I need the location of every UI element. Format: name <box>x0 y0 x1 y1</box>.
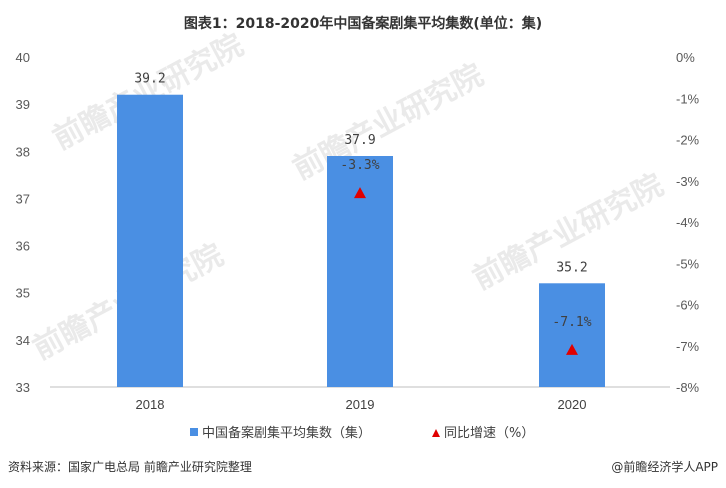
y-right-tick: -1% <box>676 91 700 106</box>
legend-growth-label: 同比增速（%） <box>444 426 534 441</box>
bar-value-label: 37.9 <box>344 133 375 148</box>
x-tick-label: 2018 <box>136 397 165 412</box>
y-right-axis: 0% -1% -2% -3% -4% -5% -6% -7% -8% <box>676 50 700 395</box>
growth-value-label: -3.3% <box>340 158 379 173</box>
legend: 中国备案剧集平均集数（集） 同比增速（%） <box>190 425 534 441</box>
x-tick-label: 2020 <box>558 397 587 412</box>
y-left-tick: 36 <box>16 239 30 254</box>
bar-value-label: 35.2 <box>556 260 587 275</box>
bar-series: 39.2 37.9 35.2 <box>117 72 605 387</box>
y-right-tick: -8% <box>676 380 700 395</box>
y-left-axis: 40 39 38 37 36 35 34 33 <box>16 50 30 395</box>
legend-bar-label: 中国备案剧集平均集数（集） <box>202 425 371 441</box>
y-left-tick: 38 <box>16 144 30 159</box>
y-left-tick: 37 <box>16 191 30 206</box>
brand-credit: @前瞻经济学人APP <box>611 459 718 474</box>
y-left-tick: 35 <box>16 286 30 301</box>
bar <box>117 94 183 387</box>
legend-triangle-swatch <box>432 429 440 437</box>
y-right-tick: -6% <box>676 298 700 313</box>
chart-title: 图表1：2018-2020年中国备案剧集平均集数(单位：集) <box>184 15 542 32</box>
source-note: 资料来源：国家广电总局 前瞻产业研究院整理 <box>8 459 252 474</box>
legend-bar-swatch <box>190 428 198 436</box>
bar-value-label: 39.2 <box>134 72 165 87</box>
y-left-tick: 39 <box>16 97 30 112</box>
y-right-tick: -3% <box>676 174 700 189</box>
growth-marker <box>566 343 578 355</box>
y-right-tick: -2% <box>676 133 700 148</box>
y-right-tick: -7% <box>676 339 700 354</box>
growth-value-label: -7.1% <box>552 315 591 330</box>
y-left-tick: 34 <box>16 333 30 348</box>
y-left-tick: 33 <box>16 380 30 395</box>
bar <box>539 283 605 387</box>
growth-marker <box>354 187 366 199</box>
watermark-text: 前瞻产业研究院 <box>467 168 669 297</box>
y-right-tick: 0% <box>676 50 695 65</box>
growth-series: -3.3% -7.1% <box>340 158 592 355</box>
y-right-tick: -4% <box>676 215 700 230</box>
y-left-tick: 40 <box>16 50 30 65</box>
y-right-tick: -5% <box>676 256 700 271</box>
x-tick-label: 2019 <box>346 397 375 412</box>
x-axis-labels: 2018 2019 2020 <box>136 397 587 412</box>
